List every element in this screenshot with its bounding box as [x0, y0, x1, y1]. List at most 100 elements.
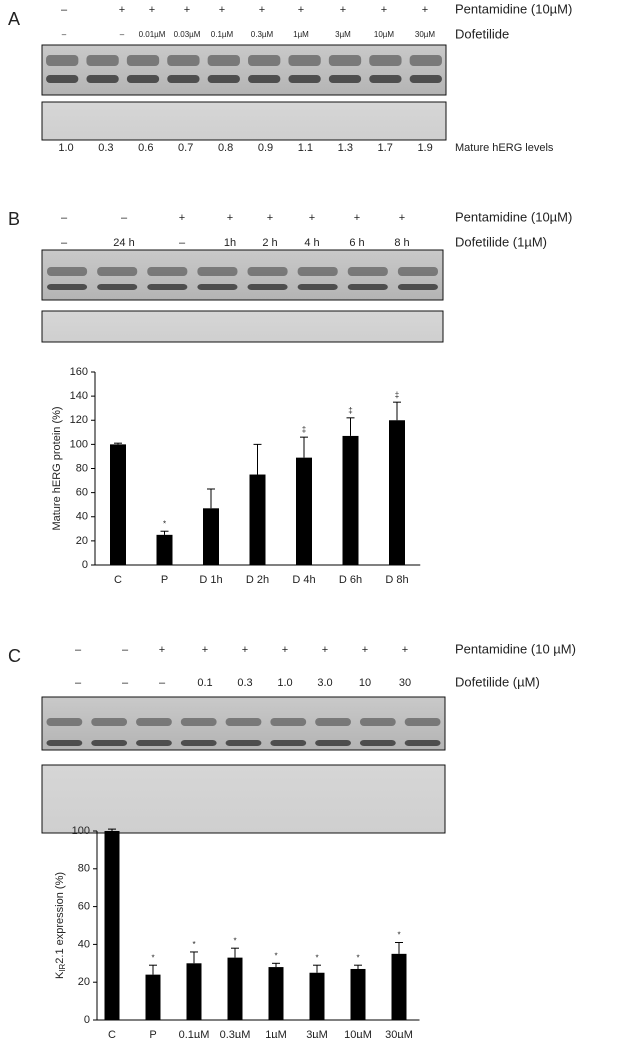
level-value: 0.7	[178, 142, 193, 154]
band	[288, 55, 321, 66]
band	[197, 284, 238, 290]
significance-mark: ‡	[395, 390, 399, 399]
row-label: Mature hERG levels	[455, 142, 554, 154]
bar	[104, 831, 120, 1020]
treatment-sign: +	[219, 4, 225, 16]
bar	[350, 968, 366, 1020]
band	[397, 284, 438, 290]
treatment-label: 2 h	[262, 237, 277, 249]
label-part: 2.1 expression (%)	[54, 872, 66, 964]
x-tick-label: C	[108, 1029, 116, 1038]
bar	[342, 435, 359, 565]
y-tick-label: 20	[78, 976, 90, 988]
band	[328, 75, 362, 83]
treatment-label: –	[179, 237, 186, 249]
treatment-label: 0.03µM	[174, 30, 201, 39]
treatment-sign: +	[267, 212, 273, 224]
bar	[296, 457, 312, 565]
treatment-sign: +	[340, 4, 346, 16]
band	[207, 75, 240, 83]
bar	[268, 967, 284, 1020]
treatment-sign: +	[179, 212, 185, 224]
bar	[203, 508, 219, 565]
y-tick-label: 160	[70, 366, 88, 378]
treatment-sign: +	[259, 4, 265, 16]
treatment-label: 6 h	[349, 237, 364, 249]
significance-mark: *	[315, 953, 318, 962]
treatment-sign: +	[227, 212, 233, 224]
significance-mark: *	[163, 519, 166, 528]
significance-mark: *	[356, 953, 359, 962]
x-tick-label: 30µM	[385, 1029, 413, 1038]
row-label: Dofetilide	[455, 26, 509, 41]
band	[315, 718, 351, 726]
x-tick-label: 0.1µM	[179, 1029, 210, 1038]
band	[180, 740, 217, 746]
y-tick-label: 60	[76, 487, 88, 499]
bar	[389, 420, 405, 565]
treatment-sign: +	[309, 212, 315, 224]
treatment-label: 24 h	[113, 237, 134, 249]
band	[247, 267, 288, 276]
band	[136, 718, 172, 726]
bar	[309, 972, 325, 1020]
band	[46, 718, 83, 726]
band	[409, 75, 442, 83]
significance-mark: ‡	[302, 425, 306, 434]
band	[248, 75, 281, 83]
band	[347, 267, 388, 276]
band	[97, 284, 138, 290]
x-tick-label: D 6h	[339, 574, 362, 586]
treatment-sign: –	[121, 212, 128, 224]
treatment-sign: –	[75, 644, 82, 656]
treatment-label: 10µM	[374, 30, 395, 39]
treatment-sign: +	[242, 644, 248, 656]
treatment-sign: +	[282, 644, 288, 656]
band	[369, 55, 402, 66]
treatment-sign: –	[61, 4, 68, 16]
treatment-sign: +	[298, 4, 304, 16]
treatment-sign: +	[322, 644, 328, 656]
x-tick-label: D 4h	[292, 574, 315, 586]
y-tick-label: 80	[78, 863, 90, 875]
band	[46, 75, 79, 83]
treatment-label: 30µM	[415, 30, 436, 39]
panel-label: A	[8, 9, 20, 29]
treatment-label: 0.3	[237, 677, 252, 689]
band	[91, 740, 128, 746]
x-tick-label: 3µM	[306, 1029, 328, 1038]
band	[47, 267, 88, 276]
bar	[227, 957, 243, 1020]
level-value: 0.8	[218, 142, 233, 154]
treatment-label: 8 h	[394, 237, 409, 249]
treatment-label: –	[61, 237, 68, 249]
panel-label: C	[8, 646, 21, 666]
band	[147, 284, 188, 290]
x-tick-label: D 1h	[199, 574, 222, 586]
treatment-sign: +	[402, 644, 408, 656]
treatment-label: 30	[399, 677, 411, 689]
y-tick-label: 0	[82, 559, 88, 571]
treatment-sign: –	[61, 212, 68, 224]
y-tick-label: 20	[76, 535, 88, 547]
treatment-label: –	[122, 677, 129, 689]
band	[404, 740, 441, 746]
band	[46, 55, 79, 66]
label-part: K	[54, 971, 66, 979]
y-axis-label: KIR2.1 expression (%)	[54, 872, 67, 979]
band	[147, 267, 188, 276]
bar	[249, 474, 266, 565]
y-tick-label: 100	[70, 438, 88, 450]
band	[409, 55, 442, 66]
treatment-sign: +	[159, 644, 165, 656]
band	[136, 740, 172, 746]
bar	[156, 534, 173, 565]
treatment-label: 1µM	[293, 30, 309, 39]
band	[359, 740, 396, 746]
band	[91, 718, 128, 726]
bar	[110, 444, 126, 565]
treatment-sign: +	[422, 4, 428, 16]
x-tick-label: P	[149, 1029, 156, 1038]
x-tick-label: 0.3µM	[220, 1029, 251, 1038]
treatment-label: –	[75, 677, 82, 689]
